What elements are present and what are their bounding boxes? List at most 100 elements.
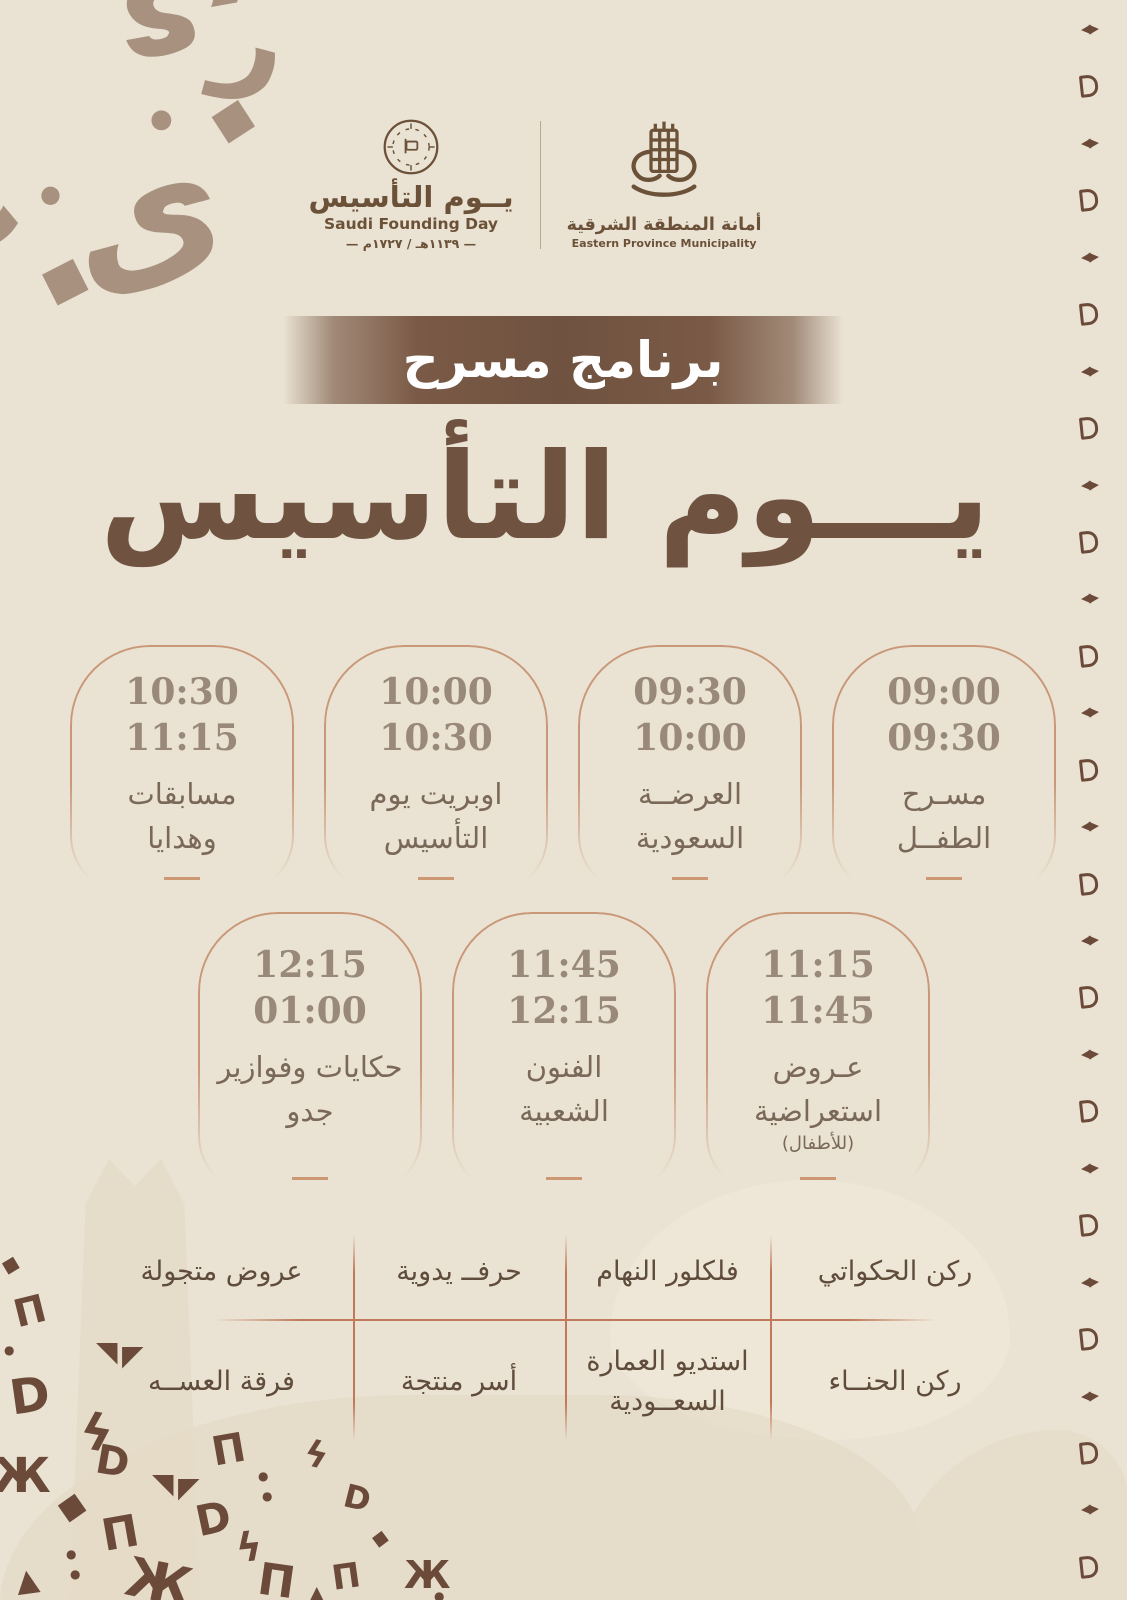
d-arch-icon	[1078, 188, 1100, 213]
triangle-pair-icon: ◀▶	[1080, 1501, 1098, 1518]
card-end-time: 11:45	[761, 990, 875, 1033]
card-underline	[800, 1177, 836, 1180]
founding-day-emblem-icon	[383, 119, 439, 175]
card-end-time: 12:15	[507, 990, 621, 1033]
grid-divider-vertical	[353, 1235, 355, 1440]
schedule-card: 12:15 01:00 حكايات وفوازير جدو	[198, 912, 422, 1194]
decor-glyph: Ж	[0, 1448, 51, 1504]
card-start-time: 10:00	[379, 671, 493, 713]
card-start-time: 12:15	[253, 944, 367, 986]
logo-divider	[539, 120, 541, 249]
card-end-time: 10:30	[379, 717, 493, 760]
d-arch-icon	[1078, 416, 1100, 440]
card-underline	[418, 877, 454, 880]
triangle-pair-icon: ◀▶	[1080, 704, 1098, 721]
founding-day-logo: يــوم التأسيس Saudi Founding Day — ١١٣٩ه…	[308, 118, 514, 251]
schedule-row-1: 09:00 09:30 مسـرح الطفــل 09:30 10:00 ال…	[70, 645, 1056, 894]
card-underline	[546, 1177, 582, 1180]
grid-divider-vertical	[770, 1235, 772, 1440]
edge-pattern: ◀▶ ◀▶ ◀▶ ◀▶ ◀▶ ◀▶ ◀▶ ◀▶ ◀▶ ◀▶ ◀▶ ◀▶ ◀▶ ◀▶	[1075, 21, 1103, 1579]
triangle-pair-icon: ◀▶	[1080, 476, 1098, 494]
card-event-title: العرضــة السعودية	[635, 777, 745, 855]
d-arch-icon	[1078, 985, 1100, 1010]
card-underline	[292, 1177, 328, 1180]
card-underline	[164, 877, 200, 880]
d-arch-icon	[1078, 1213, 1100, 1238]
municipality-name-en: Eastern Province Municipality	[571, 237, 757, 250]
card-end-time: 11:15	[125, 717, 239, 760]
d-arch-icon	[1078, 1099, 1100, 1124]
schedule-card: 10:00 10:30 اوبريت يوم التأسيس	[324, 645, 548, 894]
schedule-card: 11:15 11:45 عـروض استعراضية (للأطفال)	[706, 912, 930, 1194]
grid-divider-horizontal	[215, 1319, 937, 1321]
founding-day-name-ar: يــوم التأسيس	[308, 180, 514, 214]
triangle-pair-icon: ◀▶	[1080, 1387, 1098, 1405]
card-underline	[672, 877, 708, 880]
schedule-card: 11:45 12:15 الفنون الشعبية	[452, 912, 676, 1194]
corner-item: عروض متجولة	[140, 1255, 303, 1287]
corner-item: ركن الحنــاء	[828, 1365, 962, 1397]
schedule-card: 09:30 10:00 العرضــة السعودية	[578, 645, 802, 894]
corner-item: ركن الحكواتي	[817, 1255, 973, 1287]
triangle-pair-icon: ◀▶	[1080, 818, 1098, 835]
card-event-title: مسابقات وهدايا	[127, 777, 237, 855]
d-arch-icon	[1078, 530, 1100, 554]
founding-day-name-en: Saudi Founding Day	[324, 215, 499, 233]
decor-glyph: ●	[4, 1343, 15, 1357]
card-event-title: عـروض استعراضية	[753, 1050, 883, 1128]
d-arch-icon	[1078, 74, 1100, 99]
d-arch-icon	[1078, 643, 1100, 668]
d-arch-icon	[1078, 1441, 1100, 1465]
triangle-pair-icon: ◀▶	[1080, 1160, 1098, 1177]
card-end-time: 10:00	[633, 717, 747, 760]
grid-divider-vertical	[565, 1235, 567, 1440]
corner-item: فرقة العســه	[148, 1365, 295, 1397]
card-underline	[926, 877, 962, 880]
card-start-time: 10:30	[125, 671, 239, 713]
corner-item: أسر منتجة	[400, 1365, 518, 1397]
d-arch-icon	[1078, 1327, 1100, 1351]
program-banner: برنامج مسرح	[283, 316, 843, 404]
triangle-pair-icon: ◀▶	[1080, 249, 1098, 266]
card-start-time: 11:15	[761, 944, 875, 986]
triangle-pair-icon: ◀▶	[1080, 21, 1098, 38]
d-arch-icon	[1078, 302, 1100, 327]
card-end-time: 09:30	[887, 717, 1001, 760]
triangle-pair-icon: ◀▶	[1080, 135, 1098, 152]
triangle-pair-icon: ◀▶	[1080, 932, 1098, 949]
schedule-row-2: 11:15 11:45 عـروض استعراضية (للأطفال) 11…	[198, 912, 930, 1194]
card-event-title: مسـرح الطفــل	[896, 777, 992, 855]
decor-glyph: ◆	[0, 1248, 24, 1280]
page-title: يـــوم التأسيس	[100, 428, 990, 567]
decor-glyph: ◆	[31, 235, 102, 321]
header: يــوم التأسيس Saudi Founding Day — ١١٣٩ه…	[0, 118, 1070, 251]
d-arch-icon	[1078, 757, 1100, 782]
card-end-time: 01:00	[253, 990, 367, 1033]
corner-item: استديو العمارة السعــودية	[586, 1345, 749, 1418]
corner-item: حرفــ يدوية	[396, 1255, 522, 1287]
card-event-title: حكايات وفوازير جدو	[217, 1050, 403, 1128]
decor-glyph: D	[6, 1365, 54, 1427]
card-start-time: 09:30	[633, 671, 747, 713]
corners-grid: ركن الحكواتي فلكلور النهام حرفــ يدوية ع…	[90, 1217, 1020, 1437]
founding-day-dates: — ١١٣٩هـ / ١٧٢٧م —	[345, 236, 477, 251]
decor-glyph: ى	[103, 0, 270, 131]
d-arch-icon	[1078, 1554, 1100, 1579]
schedule-card: 09:00 09:30 مسـرح الطفــل	[832, 645, 1056, 894]
corner-item: فلكلور النهام	[596, 1255, 739, 1287]
schedule-card: 10:30 11:15 مسابقات وهدايا	[70, 645, 294, 894]
card-event-note: (للأطفال)	[781, 1133, 855, 1155]
card-event-title: اوبريت يوم التأسيس	[369, 777, 503, 855]
decor-glyph: Π	[9, 1285, 51, 1337]
program-banner-title: برنامج مسرح	[402, 331, 724, 389]
triangle-pair-icon: ◀▶	[1080, 363, 1098, 380]
card-start-time: 09:00	[887, 671, 1001, 713]
municipality-emblem-icon	[631, 121, 697, 197]
triangle-pair-icon: ◀▶	[1080, 1274, 1098, 1291]
municipality-logo: أمانة المنطقة الشرقية Eastern Province M…	[567, 119, 762, 250]
card-start-time: 11:45	[507, 944, 621, 986]
triangle-pair-icon: ◀▶	[1080, 1046, 1098, 1063]
municipality-name-ar: أمانة المنطقة الشرقية	[566, 215, 762, 235]
decor-glyph: ر	[205, 0, 305, 113]
